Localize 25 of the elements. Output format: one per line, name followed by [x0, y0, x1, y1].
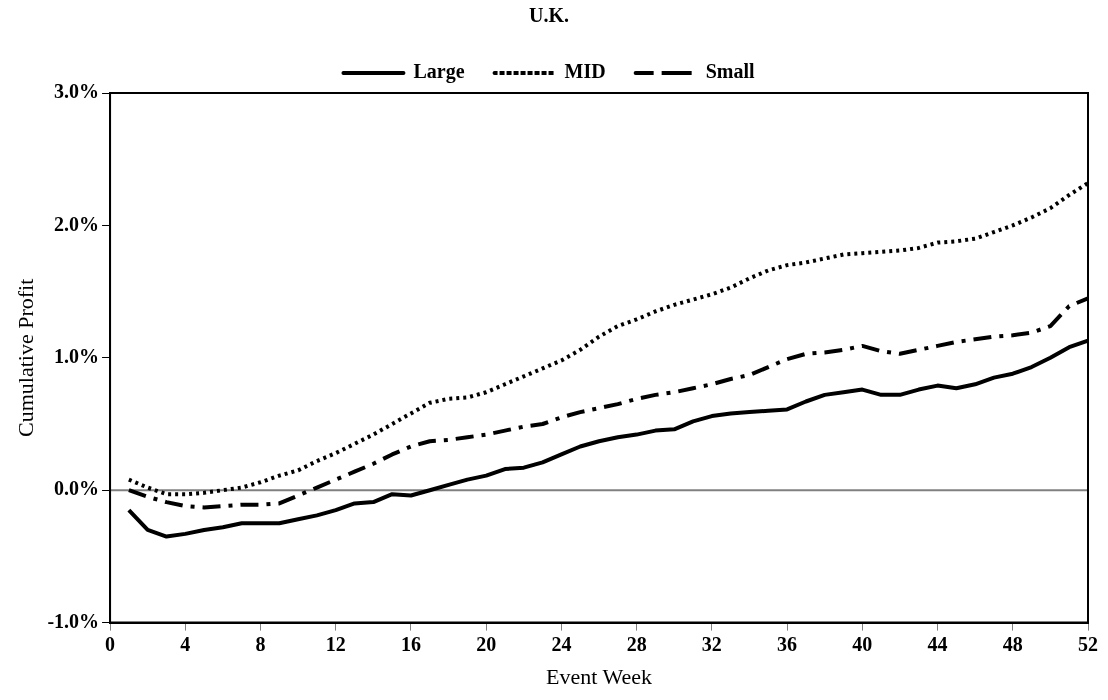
x-axis-title: Event Week	[546, 663, 653, 689]
chart-title: U.K.	[529, 4, 569, 27]
x-tick-label: 36	[777, 632, 798, 655]
x-tick-label: 48	[1002, 632, 1023, 655]
y-tick-label: 0.0%	[54, 477, 100, 500]
x-tick-label: 20	[476, 632, 497, 655]
x-tick-label: 24	[551, 632, 572, 655]
legend-label: Large	[413, 60, 465, 84]
x-tick-label: 28	[626, 632, 647, 655]
y-axis-title: Cumulative Profit	[12, 278, 38, 437]
x-tick-label: 16	[400, 632, 421, 655]
x-tick-label: 4	[180, 632, 191, 655]
x-tick-label: 0	[105, 632, 116, 655]
x-tick-label: 8	[255, 632, 266, 655]
x-tick-label: 44	[927, 632, 948, 655]
y-tick-label: 2.0%	[54, 212, 100, 235]
legend-label: MID	[564, 60, 606, 83]
legend-label: Small	[705, 60, 755, 83]
x-tick-label: 40	[852, 632, 873, 655]
y-tick-label: 1.0%	[54, 344, 100, 367]
y-tick-label: -1.0%	[47, 609, 100, 632]
x-tick-label: 32	[701, 632, 722, 655]
x-tick-label: 12	[325, 632, 346, 655]
x-tick-label: 52	[1078, 632, 1098, 655]
y-tick-label: 3.0%	[54, 80, 100, 103]
